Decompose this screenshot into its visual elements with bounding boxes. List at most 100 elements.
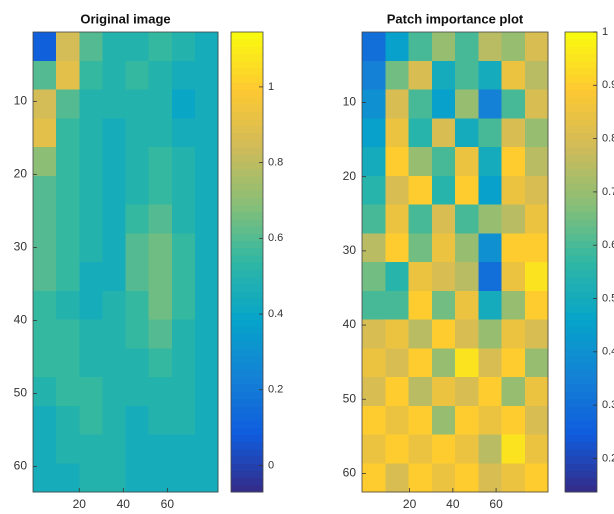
colorbar-tick-label: 0 xyxy=(268,459,274,471)
heatmap-cell xyxy=(125,377,150,407)
colorbar-swatch xyxy=(231,182,263,191)
heatmap-cell xyxy=(501,434,526,464)
heatmap-cell xyxy=(431,89,456,119)
colorbar-swatch xyxy=(231,305,263,313)
colorbar-swatch xyxy=(565,262,597,270)
colorbar-swatch xyxy=(565,470,597,479)
heatmap-cell xyxy=(33,233,57,263)
colorbar-swatch xyxy=(231,312,263,320)
colorbar-swatch xyxy=(565,276,597,285)
heatmap-cell xyxy=(524,175,549,205)
colorbar-swatch xyxy=(231,204,263,213)
heatmap-cell xyxy=(171,405,196,435)
colorbar-swatch xyxy=(565,60,597,69)
colorbar-tick-label: 0.6 xyxy=(268,232,283,244)
heatmap-cell xyxy=(501,147,526,177)
heatmap-cell xyxy=(431,175,456,205)
heatmap-cell xyxy=(56,204,80,234)
heatmap-cell xyxy=(501,118,526,148)
heatmap-cell xyxy=(501,233,526,263)
colorbar-swatch xyxy=(565,182,597,191)
heatmap-cell xyxy=(171,377,196,407)
heatmap-cell xyxy=(478,89,502,119)
chart-title: Original image xyxy=(80,11,170,26)
colorbar-swatch xyxy=(565,247,597,256)
heatmap-cell xyxy=(455,319,479,349)
heatmap-cell xyxy=(125,32,150,62)
colorbar-tick-label: 0.4 xyxy=(602,346,614,358)
heatmap-cell xyxy=(478,319,502,349)
colorbar-swatch xyxy=(565,362,597,371)
heatmap-cell xyxy=(171,204,196,234)
colorbar-swatch xyxy=(231,111,263,119)
heatmap-cell xyxy=(431,233,456,263)
heatmap-cell xyxy=(501,290,526,320)
heatmap-cell xyxy=(362,233,386,263)
heatmap-cell xyxy=(79,175,103,205)
colorbar-swatch xyxy=(565,168,597,177)
heatmap-cell xyxy=(125,89,150,119)
heatmap-cell xyxy=(431,118,456,148)
heatmap-cell xyxy=(524,262,549,292)
colorbar-tick-label: 0.6 xyxy=(602,239,614,251)
colorbar-swatch xyxy=(231,240,263,249)
heatmap-cell xyxy=(148,32,173,62)
heatmap-cell xyxy=(79,32,103,62)
heatmap-cell xyxy=(102,60,126,90)
heatmap-cell xyxy=(33,262,57,292)
heatmap-cell xyxy=(148,89,173,119)
colorbar-swatch xyxy=(231,348,263,356)
heatmap-cell xyxy=(194,290,219,320)
heatmap-cell xyxy=(385,319,409,349)
colorbar-tick-label: 0.4 xyxy=(268,308,283,320)
colorbar-swatch xyxy=(565,39,597,47)
heatmap-cell xyxy=(171,118,196,148)
colorbar-swatch xyxy=(231,297,263,306)
heatmap-cell xyxy=(478,233,502,263)
heatmap-cell xyxy=(102,290,126,320)
colorbar-frame xyxy=(564,31,598,493)
heatmap-cell xyxy=(478,118,502,148)
heatmap-cell xyxy=(431,60,456,90)
colorbar-swatch xyxy=(231,269,263,277)
colorbar-swatch xyxy=(231,398,263,407)
heatmap-cell xyxy=(171,89,196,119)
heatmap-cell xyxy=(455,463,479,493)
heatmap-cell xyxy=(79,60,103,90)
heatmap-cell xyxy=(524,147,549,177)
colorbar-tick-label: 0.7 xyxy=(602,186,614,198)
heatmap-cell xyxy=(125,233,150,263)
heatmap-cell xyxy=(148,348,173,378)
colorbar-swatch xyxy=(231,276,263,285)
heatmap-cell xyxy=(33,60,57,90)
heatmap-cell xyxy=(56,175,80,205)
colorbar-swatch xyxy=(231,290,263,299)
heatmap-cell xyxy=(362,60,386,90)
y-tick-label: 40 xyxy=(14,313,28,327)
heatmap-cell xyxy=(501,463,526,493)
heatmap-cell xyxy=(125,175,150,205)
heatmap-cell xyxy=(79,233,103,263)
colorbar-tick-label: 0.9 xyxy=(602,79,614,91)
colorbar-swatch xyxy=(565,218,597,227)
heatmap-cell xyxy=(148,434,173,464)
heatmap-cell xyxy=(125,290,150,320)
colorbar-swatch xyxy=(231,470,263,479)
colorbar-swatch xyxy=(231,391,263,400)
colorbar-swatch xyxy=(565,412,597,421)
heatmap-cell xyxy=(171,147,196,177)
colorbar-swatch xyxy=(231,46,263,55)
heatmap-cell xyxy=(171,434,196,464)
chart-title: Patch importance plot xyxy=(387,11,524,26)
heatmap-cell xyxy=(431,32,456,62)
colorbar-swatch xyxy=(231,262,263,270)
heatmap-cell xyxy=(148,118,173,148)
colorbar-swatch xyxy=(231,39,263,47)
heatmap-cell xyxy=(102,89,126,119)
heatmap-cell xyxy=(125,463,150,493)
heatmap-cell xyxy=(478,434,502,464)
heatmap-cell xyxy=(362,348,386,378)
heatmap-cell xyxy=(56,348,80,378)
heatmap-cell xyxy=(194,233,219,263)
heatmap-cell xyxy=(194,204,219,234)
